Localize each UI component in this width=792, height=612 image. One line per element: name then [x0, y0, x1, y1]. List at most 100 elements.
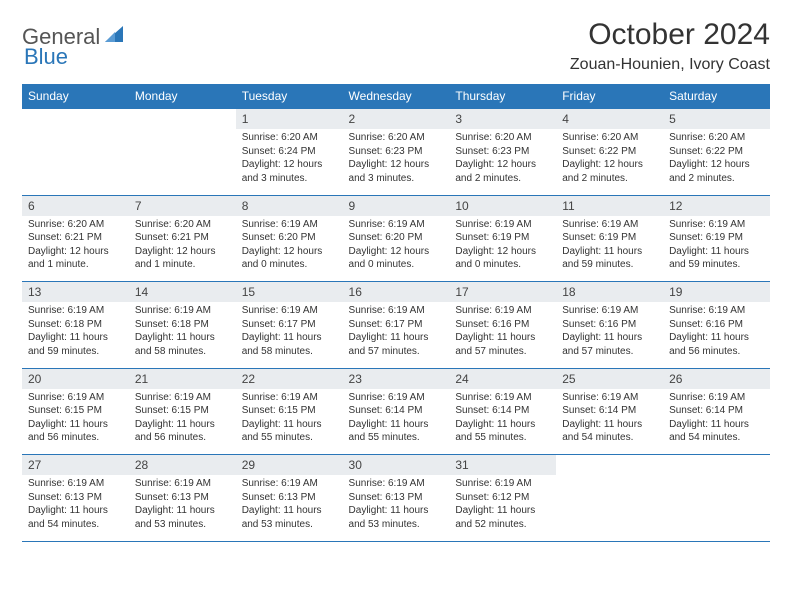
day-content-cell: Sunrise: 6:20 AMSunset: 6:23 PMDaylight:…: [343, 129, 450, 195]
logo-text-blue: Blue: [24, 44, 68, 69]
page-header: General October 2024 Zouan-Hounien, Ivor…: [22, 18, 770, 74]
day-content-cell: Sunrise: 6:19 AMSunset: 6:13 PMDaylight:…: [129, 475, 236, 541]
sunset-text: Sunset: 6:21 PM: [135, 231, 230, 245]
daylight-text-1: Daylight: 11 hours: [135, 418, 230, 432]
daylight-text-2: and 59 minutes.: [562, 258, 657, 272]
dayhead-monday: Monday: [129, 84, 236, 109]
sunset-text: Sunset: 6:13 PM: [349, 491, 444, 505]
day-number-cell: 30: [343, 455, 450, 476]
day-content-cell: Sunrise: 6:19 AMSunset: 6:18 PMDaylight:…: [129, 302, 236, 368]
calendar-body: 12345Sunrise: 6:20 AMSunset: 6:24 PMDayl…: [22, 109, 770, 542]
daylight-text-2: and 0 minutes.: [455, 258, 550, 272]
day-content-cell: [129, 129, 236, 195]
daylight-text-1: Daylight: 12 hours: [669, 158, 764, 172]
day-content-cell: Sunrise: 6:19 AMSunset: 6:19 PMDaylight:…: [449, 216, 556, 282]
daylight-text-2: and 54 minutes.: [669, 431, 764, 445]
sunrise-text: Sunrise: 6:19 AM: [669, 218, 764, 232]
daylight-text-2: and 1 minute.: [28, 258, 123, 272]
sunrise-text: Sunrise: 6:20 AM: [562, 131, 657, 145]
day-number-cell: 1: [236, 109, 343, 130]
day-content-cell: Sunrise: 6:19 AMSunset: 6:15 PMDaylight:…: [22, 389, 129, 455]
daylight-text-1: Daylight: 12 hours: [242, 245, 337, 259]
daylight-text-1: Daylight: 12 hours: [242, 158, 337, 172]
day-content-cell: [556, 475, 663, 541]
daylight-text-1: Daylight: 12 hours: [562, 158, 657, 172]
sunrise-text: Sunrise: 6:19 AM: [455, 218, 550, 232]
day-number-cell: 29: [236, 455, 343, 476]
sunrise-text: Sunrise: 6:19 AM: [242, 391, 337, 405]
sunset-text: Sunset: 6:16 PM: [669, 318, 764, 332]
daylight-text-1: Daylight: 11 hours: [28, 504, 123, 518]
day-number-cell: 16: [343, 282, 450, 303]
daylight-text-2: and 59 minutes.: [28, 345, 123, 359]
sunset-text: Sunset: 6:19 PM: [562, 231, 657, 245]
daylight-text-1: Daylight: 11 hours: [242, 504, 337, 518]
sunrise-text: Sunrise: 6:19 AM: [349, 218, 444, 232]
sunrise-text: Sunrise: 6:19 AM: [28, 391, 123, 405]
sunrise-text: Sunrise: 6:19 AM: [28, 304, 123, 318]
day-content-cell: Sunrise: 6:19 AMSunset: 6:20 PMDaylight:…: [236, 216, 343, 282]
day-number-cell: [129, 109, 236, 130]
daylight-text-2: and 0 minutes.: [242, 258, 337, 272]
daylight-text-2: and 58 minutes.: [135, 345, 230, 359]
daynum-row: 20212223242526: [22, 368, 770, 389]
sunrise-text: Sunrise: 6:20 AM: [242, 131, 337, 145]
calendar-table: Sunday Monday Tuesday Wednesday Thursday…: [22, 84, 770, 542]
dayhead-sunday: Sunday: [22, 84, 129, 109]
sunset-text: Sunset: 6:13 PM: [28, 491, 123, 505]
sunrise-text: Sunrise: 6:19 AM: [349, 304, 444, 318]
day-number-cell: 8: [236, 195, 343, 216]
sunrise-text: Sunrise: 6:19 AM: [455, 391, 550, 405]
day-number-cell: 31: [449, 455, 556, 476]
daylight-text-1: Daylight: 11 hours: [669, 418, 764, 432]
daylight-text-2: and 55 minutes.: [242, 431, 337, 445]
day-content-cell: Sunrise: 6:19 AMSunset: 6:14 PMDaylight:…: [556, 389, 663, 455]
day-number-cell: 17: [449, 282, 556, 303]
daylight-text-2: and 55 minutes.: [455, 431, 550, 445]
daylight-text-1: Daylight: 11 hours: [135, 331, 230, 345]
day-content-cell: Sunrise: 6:19 AMSunset: 6:16 PMDaylight:…: [556, 302, 663, 368]
daylight-text-1: Daylight: 12 hours: [349, 158, 444, 172]
daylight-text-1: Daylight: 11 hours: [242, 418, 337, 432]
day-header-row: Sunday Monday Tuesday Wednesday Thursday…: [22, 84, 770, 109]
daylight-text-2: and 59 minutes.: [669, 258, 764, 272]
day-content-cell: Sunrise: 6:19 AMSunset: 6:20 PMDaylight:…: [343, 216, 450, 282]
day-content-cell: Sunrise: 6:20 AMSunset: 6:21 PMDaylight:…: [22, 216, 129, 282]
sunset-text: Sunset: 6:17 PM: [349, 318, 444, 332]
day-content-cell: Sunrise: 6:19 AMSunset: 6:15 PMDaylight:…: [129, 389, 236, 455]
sunset-text: Sunset: 6:18 PM: [135, 318, 230, 332]
daylight-text-1: Daylight: 11 hours: [669, 245, 764, 259]
sunset-text: Sunset: 6:13 PM: [242, 491, 337, 505]
daynum-row: 13141516171819: [22, 282, 770, 303]
month-title: October 2024: [570, 18, 770, 52]
day-content-cell: Sunrise: 6:19 AMSunset: 6:14 PMDaylight:…: [663, 389, 770, 455]
daylight-text-2: and 58 minutes.: [242, 345, 337, 359]
day-number-cell: [556, 455, 663, 476]
day-content-cell: Sunrise: 6:20 AMSunset: 6:21 PMDaylight:…: [129, 216, 236, 282]
daylight-text-1: Daylight: 11 hours: [28, 331, 123, 345]
day-content-cell: Sunrise: 6:19 AMSunset: 6:16 PMDaylight:…: [449, 302, 556, 368]
daylight-text-2: and 3 minutes.: [242, 172, 337, 186]
sunset-text: Sunset: 6:14 PM: [349, 404, 444, 418]
sunset-text: Sunset: 6:23 PM: [349, 145, 444, 159]
daylight-text-2: and 56 minutes.: [28, 431, 123, 445]
day-content-cell: Sunrise: 6:19 AMSunset: 6:12 PMDaylight:…: [449, 475, 556, 541]
sunrise-text: Sunrise: 6:19 AM: [242, 477, 337, 491]
daylight-text-2: and 2 minutes.: [562, 172, 657, 186]
sunrise-text: Sunrise: 6:19 AM: [562, 218, 657, 232]
sunset-text: Sunset: 6:16 PM: [562, 318, 657, 332]
daylight-text-1: Daylight: 11 hours: [562, 331, 657, 345]
sunset-text: Sunset: 6:17 PM: [242, 318, 337, 332]
daylight-text-1: Daylight: 11 hours: [28, 418, 123, 432]
day-content-cell: [22, 129, 129, 195]
sunrise-text: Sunrise: 6:19 AM: [455, 304, 550, 318]
sunrise-text: Sunrise: 6:19 AM: [669, 391, 764, 405]
daylight-text-1: Daylight: 11 hours: [349, 504, 444, 518]
daylight-text-2: and 57 minutes.: [562, 345, 657, 359]
day-number-cell: 18: [556, 282, 663, 303]
day-content-cell: Sunrise: 6:19 AMSunset: 6:14 PMDaylight:…: [343, 389, 450, 455]
day-number-cell: 11: [556, 195, 663, 216]
daylight-text-2: and 56 minutes.: [135, 431, 230, 445]
day-content-cell: Sunrise: 6:19 AMSunset: 6:17 PMDaylight:…: [343, 302, 450, 368]
sunrise-text: Sunrise: 6:19 AM: [562, 304, 657, 318]
